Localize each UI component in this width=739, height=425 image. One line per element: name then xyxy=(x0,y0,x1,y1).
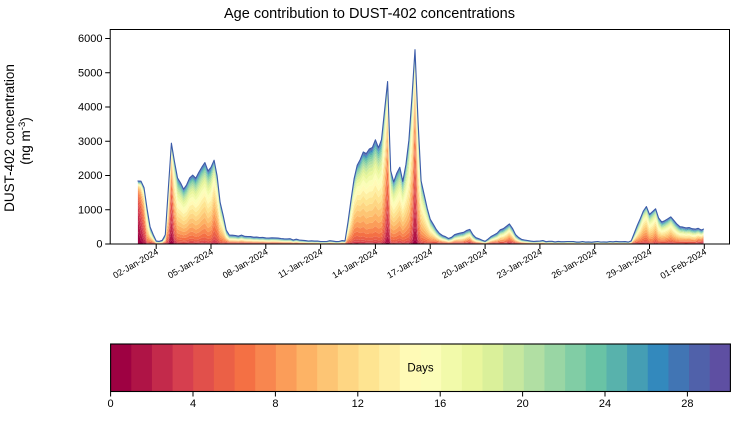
svg-text:4000: 4000 xyxy=(78,102,102,114)
svg-text:6000: 6000 xyxy=(78,33,102,45)
svg-text:4: 4 xyxy=(190,398,196,410)
svg-text:Days: Days xyxy=(407,363,433,375)
svg-text:2000: 2000 xyxy=(78,170,102,182)
svg-text:20: 20 xyxy=(516,398,528,410)
svg-text:8: 8 xyxy=(272,398,278,410)
svg-text:1000: 1000 xyxy=(78,204,102,216)
svg-text:0: 0 xyxy=(108,398,114,410)
svg-text:0: 0 xyxy=(96,239,102,251)
svg-text:16: 16 xyxy=(434,398,446,410)
svg-text:Age contribution to DUST-402 c: Age contribution to DUST-402 concentrati… xyxy=(224,6,515,22)
svg-text:28: 28 xyxy=(681,398,693,410)
svg-text:24: 24 xyxy=(599,398,611,410)
svg-text:3000: 3000 xyxy=(78,136,102,148)
svg-text:5000: 5000 xyxy=(78,67,102,79)
svg-text:12: 12 xyxy=(352,398,364,410)
svg-text:DUST-402 concentration: DUST-402 concentration xyxy=(2,64,17,212)
